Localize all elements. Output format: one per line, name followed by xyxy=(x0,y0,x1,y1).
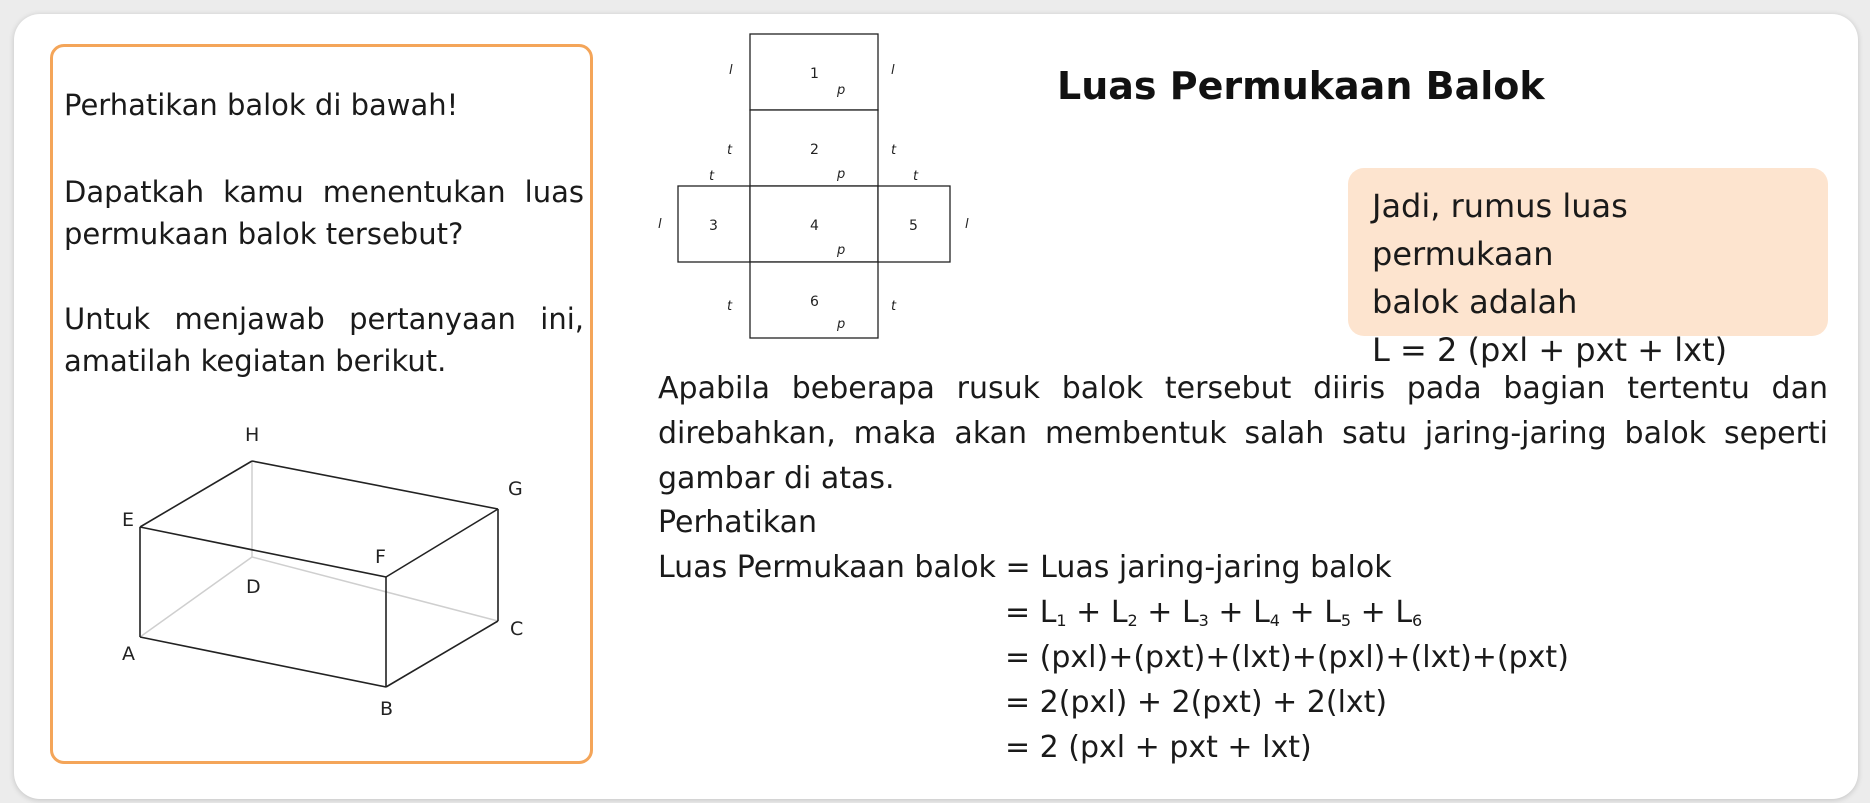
formula-box: Jadi, rumus luas permukaan balok adalah … xyxy=(1348,168,1828,369)
page-title: Luas Permukaan Balok xyxy=(1057,64,1545,108)
eq-term-l: L xyxy=(1324,595,1341,630)
eq-sub: 5 xyxy=(1340,611,1352,630)
question-panel xyxy=(50,44,593,764)
net-label-p: p xyxy=(836,317,845,332)
net-face-2: 2 xyxy=(810,142,819,158)
vertex-label-e: E xyxy=(122,509,134,531)
eq-sub: 1 xyxy=(1056,611,1067,630)
eq-term-l: L xyxy=(1039,595,1057,630)
equation-step-4: = 2(pxl) + 2(pxt) + 2(lxt) xyxy=(1005,685,1388,720)
net-label-t: t xyxy=(727,299,733,314)
eq-sub: 2 xyxy=(1127,611,1138,630)
net-label-p: p xyxy=(836,83,845,98)
net-face-4: 4 xyxy=(810,218,819,234)
net-label-l: l xyxy=(658,217,662,232)
net-label-t: t xyxy=(727,143,733,158)
eq-term-l: L xyxy=(1181,595,1199,630)
cuboid-net-diagram: 1 2 3 4 5 6 p p p p l l t t t t l l t t xyxy=(658,33,969,339)
eq-sub: 4 xyxy=(1269,611,1280,630)
net-label-t: t xyxy=(891,143,897,158)
vertex-label-a: A xyxy=(122,643,135,665)
eq-plus: + xyxy=(1279,595,1325,630)
explanation-text: Apabila beberapa rusuk balok tersebut di… xyxy=(658,371,1828,496)
net-label-p: p xyxy=(836,243,845,258)
net-label-t: t xyxy=(891,299,897,314)
equation-lhs: Luas Permukaan balok = Luas jaring-jarin… xyxy=(658,550,1392,585)
net-label-t: t xyxy=(913,169,919,184)
question-instruction: Untuk menjawab pertanyaan ini, amatilah … xyxy=(64,302,584,378)
perhatikan-label: Perhatikan xyxy=(658,505,818,540)
net-label-l: l xyxy=(891,63,895,78)
equation-step-5: = 2 (pxl + pxt + lxt) xyxy=(1005,730,1312,765)
equation-sum: = L1 + L2 + L3 + L4 + L5 + L6 xyxy=(1005,590,1422,643)
formula-line-1: Jadi, rumus luas permukaan xyxy=(1372,187,1628,273)
formula-line-2: balok adalah xyxy=(1372,283,1578,321)
vertex-label-b: B xyxy=(380,698,393,720)
net-label-p: p xyxy=(836,167,845,182)
eq-term-l: L xyxy=(1253,595,1270,630)
net-face-3: 3 xyxy=(709,218,718,234)
vertex-label-h: H xyxy=(245,424,259,446)
net-label-l: l xyxy=(729,63,733,78)
eq-sub: 6 xyxy=(1412,611,1423,630)
cuboid-diagram: H E G F D A C B xyxy=(122,424,523,720)
net-label-t: t xyxy=(709,169,715,184)
vertex-label-c: C xyxy=(510,618,523,640)
vertex-label-g: G xyxy=(508,478,523,500)
eq-term-l: L xyxy=(1395,595,1413,630)
eq-plus: + xyxy=(1208,595,1254,630)
net-face-1: 1 xyxy=(810,66,819,82)
eq-sub: 3 xyxy=(1198,611,1209,630)
eq-plus: + xyxy=(1137,595,1182,630)
vertex-label-d: D xyxy=(246,576,261,598)
formula-line-3: L = 2 (pxl + pxt + lxt) xyxy=(1372,331,1728,369)
net-face-5: 5 xyxy=(909,218,918,234)
eq-prefix: = xyxy=(1005,595,1040,630)
eq-plus: + xyxy=(1066,595,1111,630)
question-main: Dapatkah kamu menentukan luas permukaan … xyxy=(64,175,584,251)
question-intro: Perhatikan balok di bawah! xyxy=(64,88,459,122)
equation-step-3: = (pxl)+(pxt)+(lxt)+(pxl)+(lxt)+(pxt) xyxy=(1005,640,1569,675)
eq-plus: + xyxy=(1351,595,1396,630)
net-label-l: l xyxy=(965,217,969,232)
eq-term-l: L xyxy=(1110,595,1128,630)
vertex-label-f: F xyxy=(375,546,386,568)
net-face-6: 6 xyxy=(810,294,819,310)
